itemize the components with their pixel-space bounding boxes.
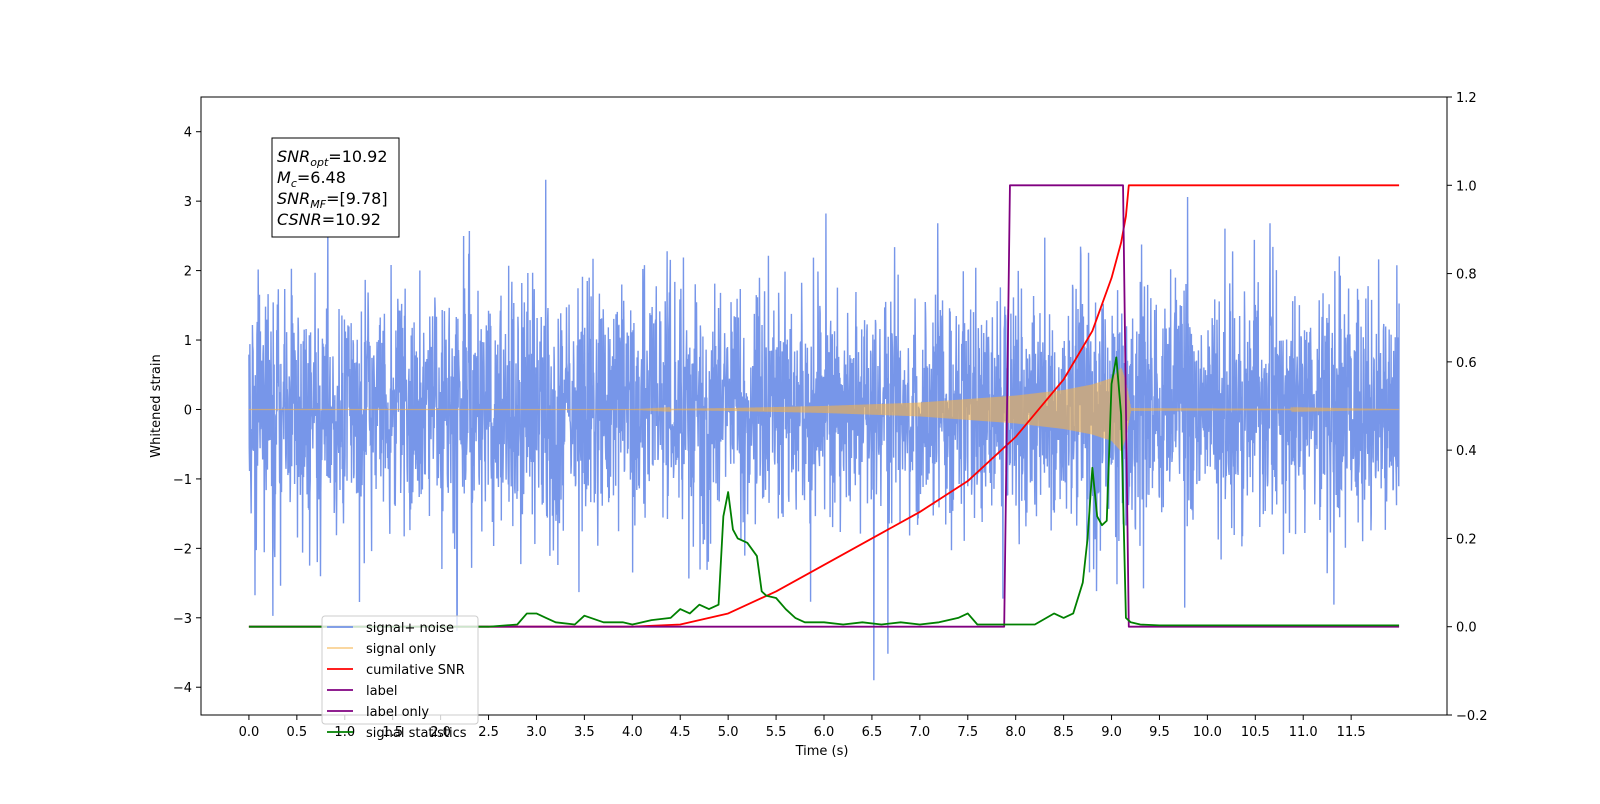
y-right-tick-label: 0.6 [1456,356,1477,371]
x-tick-label: 11.5 [1337,725,1366,740]
axes-layer: 0.0 0.5 1.0 1.5 2.0 2.5 3.0 3.5 4.0 4.5 5.0 5.5 6.0 6… [173,91,1488,740]
annotation-line: SNRMF=[9.78] [277,189,388,211]
x-tick-label: 4.0 [622,725,643,740]
legend-frame [321,615,479,725]
y-right-tick-label: −0.2 [1456,709,1488,724]
series-label [248,184,1400,628]
x-tick-label: 5.5 [766,725,787,740]
series-signal-statistics [248,356,1400,628]
series-cumulative-snr [248,184,1400,628]
x-tick-label: 0.0 [239,725,260,740]
y-right-tick-label: 1.0 [1456,179,1477,194]
series-signal-plus-noise [248,179,1400,681]
x-tick-label: 2.0 [430,725,451,740]
x-tick-label: 2.5 [478,725,499,740]
x-tick-label: 6.5 [862,725,883,740]
x-tick-label: 5.0 [718,725,739,740]
x-tick-label: 6.0 [814,725,835,740]
x-tick-label: 3.0 [526,725,547,740]
y-left-tick-label: 1 [184,334,192,349]
y-right-tick-label: 1.2 [1456,91,1477,106]
x-tick-label: 4.5 [670,725,691,740]
snr-annotation-box: SNRopt=10.92Mc=6.48SNRMF=[9.78]CSNR=10.9… [271,137,400,238]
x-tick-label: 0.5 [287,725,308,740]
legend: signal+ noise signal only cumilative SNR la… [321,615,479,741]
x-tick-label: 9.0 [1101,725,1122,740]
y-left-tick-label: −4 [173,681,192,696]
annotation-frame [271,137,400,238]
y-right-tick-label: 0.4 [1456,444,1477,459]
y-right-tick-label: 0.0 [1456,621,1477,636]
y-left-tick-label: 3 [184,195,192,210]
legend-entry: label only [366,705,429,720]
y-left-tick-label: −1 [173,473,192,488]
y-left-tick-label: −3 [173,612,192,627]
series-signal-only [248,368,1400,452]
y-left-tick-label: −2 [173,542,192,557]
y-left-tick-label: 4 [184,126,192,141]
legend-entry: signal only [366,642,436,657]
x-tick-label: 10.0 [1193,725,1222,740]
x-tick-label: 9.5 [1149,725,1170,740]
y-left-tick-label: 2 [184,265,192,280]
legend-entry: signal statistics [366,726,467,741]
x-tick-label: 11.0 [1289,725,1318,740]
y-axis-label-left: Whitened strain [149,354,164,457]
legend-entry: cumilative SNR [366,663,465,678]
x-axis-label: Time (s) [795,744,849,759]
series-layer [248,179,1400,681]
x-tick-label: 8.5 [1053,725,1074,740]
y-left-tick-label: 0 [184,403,192,418]
x-tick-label: 7.5 [957,725,978,740]
x-tick-label: 8.0 [1005,725,1026,740]
y-right-tick-label: 0.2 [1456,532,1477,547]
x-tick-label: 3.5 [574,725,595,740]
legend-entry: label [366,684,397,699]
legend-entry: signal+ noise [366,621,454,636]
y-right-tick-label: 0.8 [1456,268,1477,283]
annotation-line: SNRopt=10.92 [277,147,388,169]
x-tick-label: 7.0 [910,725,931,740]
annotation-line: CSNR=10.92 [277,210,381,229]
annotation-line: Mc=6.48 [277,168,346,190]
x-tick-label: 10.5 [1241,725,1270,740]
x-tick-label: 1.5 [382,725,403,740]
